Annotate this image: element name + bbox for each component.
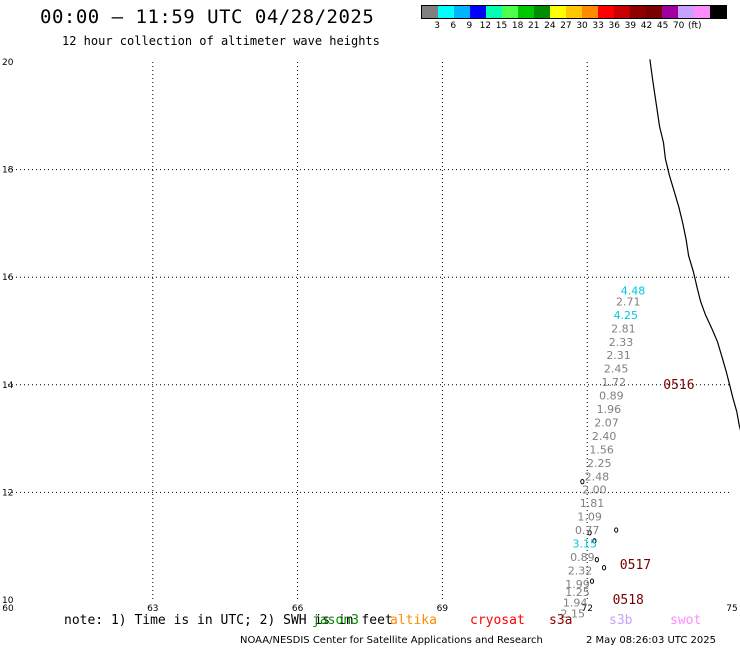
color-swatch bbox=[550, 6, 566, 18]
swh-reading: 2.07 bbox=[594, 416, 619, 429]
island bbox=[594, 556, 599, 563]
island bbox=[587, 530, 592, 536]
satellite-legend-item: s3b bbox=[609, 613, 633, 628]
color-swatch bbox=[630, 6, 646, 18]
lat-tick-label: 10 bbox=[2, 596, 14, 606]
swh-reading: 4.25 bbox=[614, 309, 639, 322]
color-scale-label: 36 bbox=[608, 21, 620, 31]
island bbox=[592, 538, 597, 544]
color-swatch bbox=[678, 6, 694, 18]
lon-tick-label: 63 bbox=[147, 604, 158, 614]
island bbox=[601, 565, 607, 571]
pass-time-label: 0517 bbox=[620, 558, 651, 573]
color-swatch bbox=[502, 6, 518, 18]
swh-reading: 1.09 bbox=[577, 511, 602, 524]
swh-reading: 1.94 bbox=[563, 597, 588, 610]
satellite-legend-item: cryosat bbox=[470, 613, 525, 628]
swh-reading: 2.15 bbox=[560, 607, 585, 620]
color-swatch bbox=[646, 6, 662, 18]
color-swatch bbox=[438, 6, 454, 18]
color-scale-label: 9 bbox=[466, 21, 473, 31]
swh-reading: 0.89 bbox=[570, 551, 595, 564]
swh-reading: 1.99 bbox=[565, 578, 590, 591]
color-scale-label: 18 bbox=[511, 21, 524, 31]
generated-timestamp: 2 May 08:26:03 UTC 2025 bbox=[586, 635, 716, 646]
swh-reading: 1.72 bbox=[601, 376, 626, 389]
lon-tick-label: 60 bbox=[2, 604, 14, 614]
swh-reading: 3.15 bbox=[573, 538, 598, 551]
color-scale-label: 42 bbox=[640, 21, 653, 31]
pass-time-label: 0516 bbox=[663, 378, 694, 393]
footer-note: note: 1) Time is in UTC; 2) SWH is in fe… bbox=[64, 613, 393, 628]
island bbox=[589, 578, 595, 584]
lon-tick-label: 66 bbox=[292, 604, 304, 614]
swh-reading: 1.56 bbox=[589, 443, 614, 456]
swh-reading: 2.45 bbox=[604, 363, 629, 376]
coastline bbox=[649, 59, 740, 431]
satellite-legend-item: altika bbox=[390, 613, 437, 628]
color-swatch bbox=[662, 6, 678, 18]
color-scale-label: 24 bbox=[544, 21, 556, 31]
swh-reading: 2.71 bbox=[616, 295, 641, 308]
color-scale-label: 12 bbox=[479, 21, 492, 31]
color-swatch bbox=[518, 6, 534, 18]
color-scale-label: 27 bbox=[560, 21, 572, 31]
lat-tick-label: 20 bbox=[2, 58, 14, 68]
color-swatch bbox=[566, 6, 582, 18]
lat-tick-label: 14 bbox=[2, 381, 14, 391]
swh-reading: 2.40 bbox=[592, 430, 617, 443]
color-scale-label: 21 bbox=[528, 21, 540, 31]
color-swatch bbox=[470, 6, 486, 18]
map-subtitle: 12 hour collection of altimeter wave hei… bbox=[62, 34, 380, 48]
color-swatch bbox=[486, 6, 502, 18]
island bbox=[580, 478, 585, 485]
color-scale-label: 3 bbox=[434, 21, 440, 31]
lon-tick-label: 75 bbox=[726, 604, 737, 614]
color-scale-label: (ft) bbox=[688, 21, 702, 31]
color-scale-label: 39 bbox=[624, 21, 637, 31]
color-scale-label: 15 bbox=[495, 21, 508, 31]
island bbox=[614, 527, 619, 533]
swh-reading: 4.48 bbox=[621, 285, 646, 298]
swh-reading: 2.32 bbox=[568, 564, 593, 577]
color-scale-label: 30 bbox=[576, 21, 588, 31]
swh-reading: 2.00 bbox=[582, 484, 607, 497]
color-swatch bbox=[454, 6, 470, 18]
swh-reading: 1.81 bbox=[580, 497, 605, 510]
map-title: 00:00 – 11:59 UTC 04/28/2025 bbox=[40, 6, 375, 28]
color-swatch bbox=[534, 6, 550, 18]
swh-reading: 0.77 bbox=[575, 524, 600, 537]
swh-reading: 0.89 bbox=[599, 390, 624, 403]
color-scale-label: 45 bbox=[656, 21, 669, 31]
lon-tick-label: 72 bbox=[581, 604, 592, 614]
color-swatch bbox=[422, 6, 438, 18]
swh-reading: 2.25 bbox=[587, 457, 612, 470]
lat-tick-label: 16 bbox=[2, 273, 14, 283]
satellite-legend-item: swot bbox=[670, 613, 702, 628]
swh-reading: 2.33 bbox=[609, 336, 634, 349]
pass-time-label: 0518 bbox=[613, 593, 644, 608]
swh-reading: 1.96 bbox=[597, 403, 622, 416]
color-scale-label: 70 bbox=[672, 21, 685, 31]
swh-reading: 2.31 bbox=[606, 349, 631, 362]
color-scale-label: 6 bbox=[450, 21, 457, 31]
swh-reading: 1.25 bbox=[565, 586, 590, 599]
satellite-legend-item: jason3 bbox=[312, 613, 359, 628]
color-swatch bbox=[614, 6, 630, 18]
credit-line: NOAA/NESDIS Center for Satellite Applica… bbox=[240, 635, 543, 646]
lon-tick-label: 69 bbox=[437, 604, 449, 614]
color-swatch bbox=[694, 6, 710, 18]
swh-color-scale bbox=[421, 5, 727, 19]
color-scale-label: 33 bbox=[592, 21, 604, 31]
color-swatch bbox=[598, 6, 614, 18]
color-swatch bbox=[582, 6, 598, 18]
lat-tick-label: 12 bbox=[2, 488, 13, 498]
swh-reading: 2.81 bbox=[611, 322, 636, 335]
satellite-legend-item: s3a bbox=[549, 613, 573, 628]
swh-reading: 2.48 bbox=[585, 470, 610, 483]
color-swatch bbox=[710, 6, 726, 18]
swh-color-scale-labels: 3 6 9 12 15 18 21 24 27 30 33 36 39 42 45 70 (ft) bbox=[421, 21, 740, 35]
lat-tick-label: 18 bbox=[2, 166, 14, 176]
